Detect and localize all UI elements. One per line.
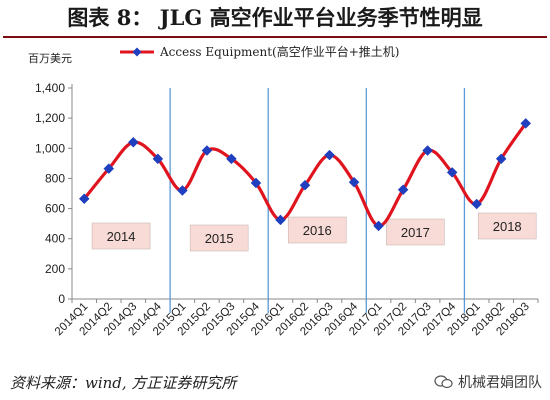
y-tick-label: 400 — [45, 232, 65, 246]
year-label: 2014 — [107, 229, 136, 244]
title-underline — [3, 36, 547, 38]
year-label-box — [386, 218, 445, 246]
year-label-box — [287, 216, 347, 244]
watermark-text: 机械君娟团队 — [458, 375, 542, 391]
data-point — [422, 145, 433, 156]
year-label: 2015 — [205, 231, 234, 246]
source-note: 资料来源：wind, 方正证券研究所 — [10, 374, 237, 392]
data-point — [446, 167, 458, 178]
chart: 百万美元 0 200 400 600 800 1,000 1,200 1,400 2014 2015… — [28, 44, 539, 338]
year-label-box — [477, 212, 537, 240]
y-tick-label: 1,200 — [35, 111, 65, 125]
year-label: 2016 — [303, 223, 332, 238]
year-label-box — [91, 222, 151, 250]
data-point — [275, 214, 286, 226]
title-bar: 图表 8： JLG 高空作业平台业务季节性明显 — [0, 0, 550, 40]
figure-title: 图表 8： JLG 高空作业平台业务季节性明显 — [67, 5, 483, 30]
series-line — [83, 122, 528, 228]
data-point — [177, 185, 188, 196]
data-point — [152, 153, 164, 165]
data-point — [324, 149, 335, 161]
data-point — [348, 176, 360, 188]
legend-label: Access Equipment(高空作业平台+推土机) — [159, 44, 399, 59]
legend-swatch-marker — [132, 47, 142, 57]
y-tick-label: 800 — [45, 171, 65, 185]
data-point — [78, 193, 90, 205]
y-tick-label: 0 — [58, 292, 65, 306]
y-tick-label: 600 — [45, 202, 65, 216]
y-tick-label: 200 — [45, 262, 65, 276]
data-point — [103, 163, 115, 174]
data-point — [495, 153, 507, 165]
data-point — [520, 118, 532, 129]
data-point — [471, 198, 483, 210]
y-axis-label: 百万美元 — [28, 52, 72, 65]
year-label-box — [189, 224, 249, 252]
wechat-icon — [434, 375, 453, 389]
data-point — [201, 145, 213, 156]
data-point — [299, 179, 311, 191]
y-tick-label: 1,000 — [35, 141, 65, 155]
data-point — [127, 136, 139, 148]
watermark: 机械君娟团队 — [434, 372, 542, 392]
data-point — [373, 220, 384, 232]
y-tick-label: 1,400 — [35, 81, 65, 95]
data-point — [226, 153, 237, 165]
year-label: 2018 — [493, 219, 522, 234]
data-point — [250, 177, 262, 189]
year-label: 2017 — [401, 225, 430, 240]
data-point — [397, 184, 409, 196]
